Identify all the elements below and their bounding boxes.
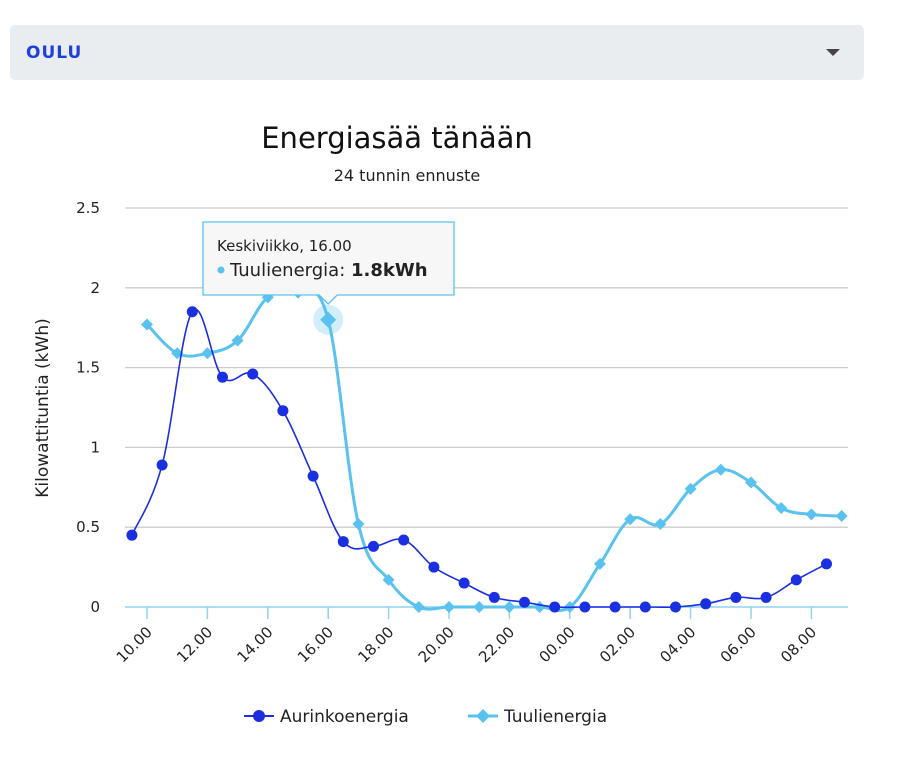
- caret-down-icon[interactable]: [826, 49, 840, 56]
- chart-title: Energiasää tänään: [261, 121, 533, 155]
- x-tick-label: 02.00: [596, 623, 639, 666]
- y-tick-label: 1: [90, 438, 100, 456]
- legend-circle-icon: [253, 710, 265, 722]
- x-tick-label: 10.00: [113, 623, 156, 666]
- data-point[interactable]: [368, 540, 379, 552]
- data-point[interactable]: [549, 601, 561, 613]
- data-point[interactable]: [186, 306, 198, 318]
- tooltip-header: Keskiviikko, 16.00: [217, 237, 352, 255]
- y-tick-label: 1.5: [76, 359, 100, 377]
- data-point[interactable]: [760, 591, 772, 603]
- legend-item-tuulienergia[interactable]: Tuulienergia: [468, 707, 607, 727]
- legend-label: Tuulienergia: [503, 707, 607, 727]
- x-tick-label: 04.00: [656, 623, 699, 666]
- x-tick-label: 20.00: [415, 623, 458, 666]
- data-point[interactable]: [277, 405, 289, 417]
- data-point[interactable]: [503, 601, 516, 613]
- tooltip-box: [202, 221, 455, 305]
- data-point[interactable]: [790, 574, 802, 586]
- data-point[interactable]: [352, 518, 365, 531]
- legend-label: Aurinkoenergia: [280, 707, 409, 727]
- x-tick-label: 06.00: [717, 623, 760, 666]
- series-aurinkoenergia: [126, 306, 832, 613]
- data-point[interactable]: [835, 510, 848, 523]
- tooltip-line: Tuulienergia: 1.8kWh: [229, 260, 428, 281]
- data-point[interactable]: [579, 601, 591, 613]
- x-tick-label: 18.00: [354, 623, 397, 666]
- y-tick-label: 2: [90, 279, 100, 297]
- x-tick-label: 08.00: [777, 623, 820, 666]
- x-tick-label: 00.00: [536, 623, 579, 666]
- tooltip-series-name: Tuulienergia: [229, 260, 339, 281]
- data-point[interactable]: [398, 534, 410, 546]
- data-point[interactable]: [730, 591, 742, 603]
- data-point[interactable]: [609, 601, 621, 613]
- x-tick-label: 22.00: [475, 623, 518, 666]
- data-point[interactable]: [594, 557, 606, 570]
- data-point[interactable]: [443, 601, 455, 613]
- data-point[interactable]: [217, 371, 228, 383]
- y-tick-label: 2.5: [76, 199, 100, 217]
- tooltip-separator: :: [339, 260, 351, 281]
- data-point[interactable]: [639, 601, 651, 613]
- data-point[interactable]: [141, 318, 153, 331]
- data-point[interactable]: [745, 476, 757, 489]
- data-point[interactable]: [714, 463, 727, 476]
- data-point[interactable]: [473, 601, 486, 613]
- data-point[interactable]: [533, 601, 546, 613]
- y-tick-label: 0.5: [76, 518, 100, 536]
- location-dropdown[interactable]: OULU: [10, 25, 864, 80]
- tooltip-series-dot: [217, 266, 225, 274]
- data-point[interactable]: [156, 459, 168, 471]
- data-point[interactable]: [231, 334, 244, 347]
- data-point[interactable]: [519, 596, 530, 608]
- series-line: [145, 288, 842, 612]
- data-point[interactable]: [126, 529, 138, 541]
- y-axis-label: Kilowattituntia (kWh): [33, 318, 53, 498]
- data-point[interactable]: [488, 591, 500, 603]
- y-tick-label: 0: [90, 598, 100, 616]
- data-point[interactable]: [428, 561, 440, 573]
- data-point[interactable]: [624, 513, 637, 526]
- data-point[interactable]: [382, 573, 395, 586]
- series-line: [131, 308, 827, 609]
- data-point[interactable]: [684, 482, 697, 495]
- chart-subtitle: 24 tunnin ennuste: [334, 166, 481, 185]
- location-dropdown-value: OULU: [26, 42, 83, 63]
- data-point[interactable]: [821, 558, 832, 570]
- tooltip-value: 1.8kWh: [351, 260, 428, 281]
- x-tick-label: 16.00: [294, 623, 337, 666]
- data-point[interactable]: [805, 508, 818, 521]
- data-point[interactable]: [775, 502, 788, 515]
- data-point[interactable]: [201, 347, 214, 360]
- legend-item-aurinkoenergia[interactable]: Aurinkoenergia: [244, 707, 409, 727]
- data-point[interactable]: [654, 518, 667, 531]
- x-tick-label: 12.00: [173, 623, 216, 666]
- hover-point[interactable]: [320, 311, 337, 328]
- data-point[interactable]: [458, 577, 470, 589]
- data-point[interactable]: [412, 601, 425, 613]
- data-point[interactable]: [670, 601, 681, 613]
- series-tuulienergia: [141, 286, 848, 613]
- x-tick-label: 14.00: [234, 623, 277, 666]
- data-point[interactable]: [307, 470, 319, 482]
- data-point[interactable]: [700, 598, 712, 610]
- legend-diamond-icon: [476, 709, 490, 723]
- data-point[interactable]: [337, 536, 349, 548]
- data-point[interactable]: [247, 368, 259, 380]
